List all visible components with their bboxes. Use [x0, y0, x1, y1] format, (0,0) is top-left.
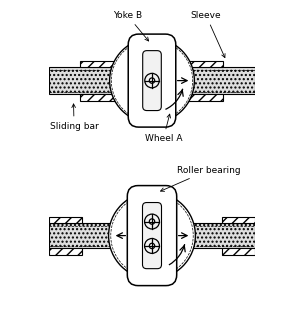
Bar: [49, 217, 82, 223]
Bar: [182, 94, 223, 101]
FancyBboxPatch shape: [143, 51, 161, 111]
Bar: [222, 248, 255, 255]
Text: Sliding bar: Sliding bar: [50, 104, 98, 131]
Bar: [222, 217, 255, 223]
Bar: [80, 94, 122, 101]
Bar: [80, 60, 122, 67]
Circle shape: [110, 38, 194, 123]
Bar: [49, 248, 82, 255]
Circle shape: [109, 192, 195, 279]
Text: Yoke B: Yoke B: [113, 11, 149, 41]
Text: Roller bearing: Roller bearing: [161, 166, 240, 191]
FancyBboxPatch shape: [143, 202, 161, 269]
Circle shape: [149, 78, 155, 83]
Bar: [49, 223, 123, 248]
Text: Sleeve: Sleeve: [191, 11, 225, 58]
Bar: [182, 67, 255, 94]
Circle shape: [149, 219, 155, 224]
Bar: [181, 223, 255, 248]
FancyBboxPatch shape: [127, 186, 177, 286]
Circle shape: [149, 243, 155, 249]
Bar: [182, 60, 223, 67]
FancyBboxPatch shape: [128, 34, 176, 127]
Bar: [49, 67, 122, 94]
Text: Wheel A: Wheel A: [145, 114, 182, 143]
